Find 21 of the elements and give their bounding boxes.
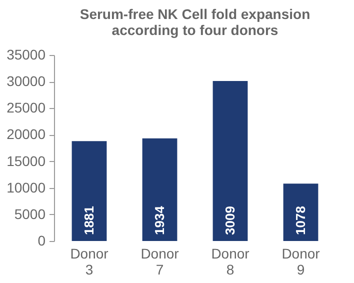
annotation: 1078 xyxy=(292,206,308,235)
y-tick-label: 0 xyxy=(38,232,46,248)
x-tick-label: Donor 3 xyxy=(70,246,109,278)
x-tick-label: Donor 9 xyxy=(282,246,320,278)
y-tick-label: 30000 xyxy=(6,73,46,90)
bar xyxy=(283,184,318,241)
x-tick-label: Donor 8 xyxy=(211,246,250,278)
y-tick-label: 35000 xyxy=(6,46,46,62)
y-tick-label: 25000 xyxy=(6,100,46,116)
bar xyxy=(72,141,107,241)
bar xyxy=(212,81,248,241)
y-tick-label: 20000 xyxy=(6,126,46,142)
annotation: 1881 xyxy=(81,206,96,235)
annotation: 3009 xyxy=(222,206,238,235)
bar xyxy=(142,138,178,241)
y-tick-label: 5000 xyxy=(14,206,46,222)
x-tick-label: Donor 7 xyxy=(140,246,180,278)
chart-title: Serum-free NK Cell fold expansion according to four donors xyxy=(80,6,310,38)
annotation: 1934 xyxy=(152,205,167,235)
y-tick-label: 15000 xyxy=(6,152,46,169)
y-tick-label: 10000 xyxy=(6,179,46,196)
